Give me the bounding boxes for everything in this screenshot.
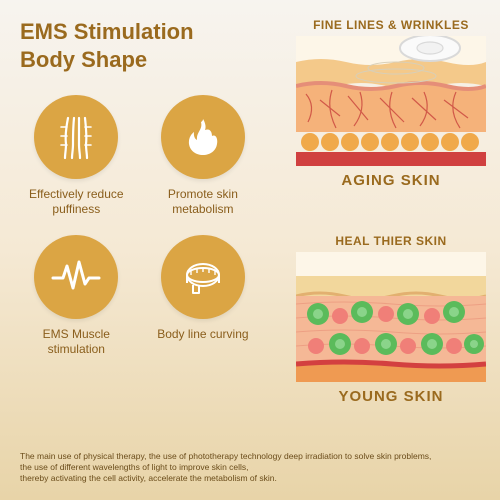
feature-grid: Effectively reduce puffiness Promote ski… — [20, 95, 259, 357]
feature-caption: Effectively reduce puffiness — [26, 187, 126, 217]
feature-caption: Promote skin metabolism — [153, 187, 253, 217]
legs-icon — [34, 95, 118, 179]
feature-puffiness: Effectively reduce puffiness — [20, 95, 133, 217]
feature-bodyline: Body line curving — [147, 235, 260, 357]
feature-caption: Body line curving — [157, 327, 248, 342]
tape-icon — [161, 235, 245, 319]
feature-metabolism: Promote skin metabolism — [147, 95, 260, 217]
diagram-top-title: AGING SKIN — [341, 172, 440, 189]
left-column: EMS Stimulation Body Shape — [20, 18, 259, 482]
main-title: EMS Stimulation Body Shape — [20, 18, 259, 73]
diagram-aging: FINE LINES & WRINKLES — [296, 18, 486, 189]
diagram-top-label: FINE LINES & WRINKLES — [313, 18, 469, 32]
feature-caption: EMS Muscle stimulation — [26, 327, 126, 357]
feature-ems: EMS Muscle stimulation — [20, 235, 133, 357]
young-skin-illustration — [296, 252, 486, 382]
diagram-bottom-title: YOUNG SKIN — [338, 388, 443, 405]
aging-skin-illustration — [296, 36, 486, 166]
diagram-young: HEAL THIER SKIN — [296, 234, 486, 405]
footer-text: The main use of physical therapy, the us… — [20, 451, 480, 484]
flame-icon — [161, 95, 245, 179]
content-wrap: EMS Stimulation Body Shape — [0, 0, 500, 500]
right-column: FINE LINES & WRINKLES — [259, 18, 480, 482]
diagram-bottom-label: HEAL THIER SKIN — [335, 234, 446, 248]
title-line-1: EMS Stimulation — [20, 19, 194, 44]
heartbeat-icon — [34, 235, 118, 319]
title-line-2: Body Shape — [20, 47, 147, 72]
